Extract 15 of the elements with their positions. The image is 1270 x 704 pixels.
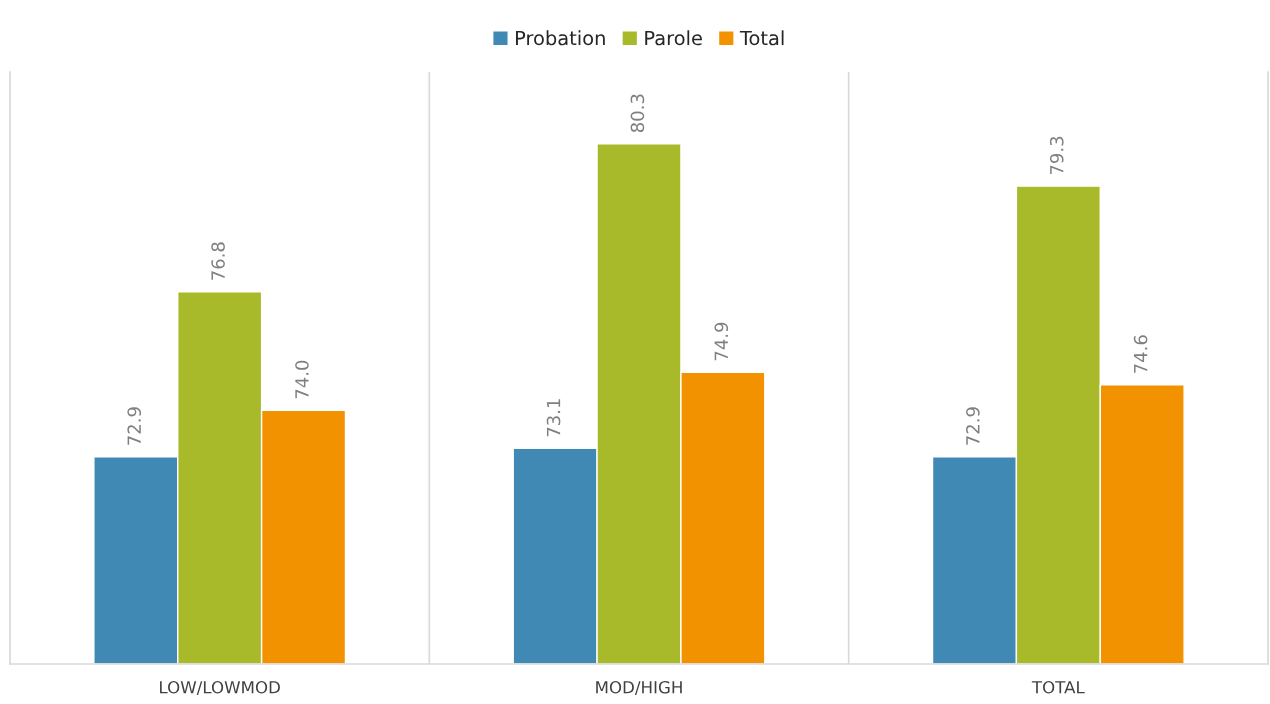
legend-label: Probation: [515, 30, 605, 46]
data-label: 79.3: [1049, 136, 1064, 175]
data-label: 73.1: [546, 399, 561, 437]
data-label: 74.9: [714, 322, 729, 361]
legend-label: Total: [739, 30, 784, 46]
data-label: 76.8: [211, 242, 225, 280]
x-tick-label: TOTAL: [1031, 680, 1085, 694]
data-label: 72.9: [127, 407, 142, 445]
data-label: 72.9: [966, 407, 980, 445]
data-label: 74.6: [1133, 335, 1148, 373]
data-label: 80.3: [630, 94, 645, 133]
data-label: 74.0: [295, 360, 309, 399]
x-tick-label: LOW/LOWMOD: [160, 680, 280, 695]
x-tick-label: MOD/HIGH: [596, 680, 682, 695]
legend-label: Parole: [645, 30, 702, 46]
